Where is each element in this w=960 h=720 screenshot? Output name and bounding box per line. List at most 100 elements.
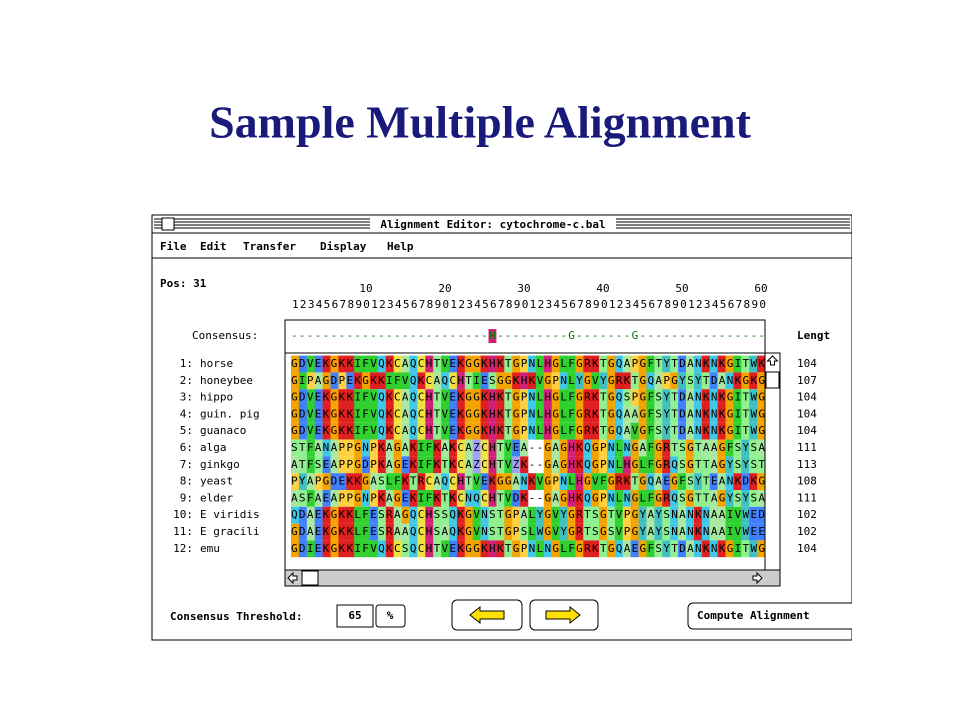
vertical-scrollbar[interactable] <box>764 352 781 571</box>
residue-color <box>409 372 418 390</box>
residue-color <box>701 439 710 457</box>
residue-color <box>322 406 331 423</box>
residue-color <box>377 406 387 423</box>
residue-color <box>622 523 631 541</box>
residue-color <box>567 456 576 474</box>
horizontal-scrollbar[interactable] <box>284 569 781 587</box>
close-box[interactable] <box>161 217 175 231</box>
threshold-field[interactable] <box>336 604 374 628</box>
residue-color <box>559 540 568 558</box>
residue-color <box>346 456 355 474</box>
residue-color <box>346 372 355 390</box>
residue-color <box>322 439 331 457</box>
residue-color <box>583 523 592 541</box>
residue-color <box>591 355 600 373</box>
residue-color <box>528 523 537 541</box>
residue-color <box>535 389 545 406</box>
residue-color <box>725 422 734 440</box>
residue-color <box>670 473 679 490</box>
menu-item[interactable]: File <box>160 240 187 253</box>
residue-color <box>480 523 489 541</box>
residue-color <box>678 523 687 541</box>
residue-color <box>354 473 363 490</box>
residue-color <box>559 372 568 390</box>
menu-item[interactable]: Edit <box>200 240 227 253</box>
residue-color <box>456 439 466 457</box>
residue-color <box>607 389 616 406</box>
residue-color <box>346 540 355 558</box>
residue-color <box>291 473 300 490</box>
residue-color <box>528 506 537 524</box>
residue-color <box>551 456 560 474</box>
residue-color <box>291 490 300 507</box>
residue-color <box>607 473 616 490</box>
menu-item[interactable]: Transfer <box>243 240 296 253</box>
residue-color <box>678 490 687 507</box>
residue-color <box>654 456 663 474</box>
left-arrow-button[interactable] <box>451 599 523 631</box>
residue-color <box>385 506 394 524</box>
residue-color <box>591 456 600 474</box>
residue-color <box>291 523 300 541</box>
residue-color <box>322 355 331 373</box>
residue-color <box>520 372 529 390</box>
residue-color <box>591 473 600 490</box>
residue-color <box>385 523 394 541</box>
residue-color <box>354 506 363 524</box>
residue-color <box>385 372 394 390</box>
residue-color <box>575 523 584 541</box>
residue-color <box>449 355 458 373</box>
menu-item[interactable]: Display <box>320 240 367 253</box>
residue-color <box>670 389 679 406</box>
residue-color <box>472 355 481 373</box>
residue-color <box>362 506 371 524</box>
residue-color <box>385 490 394 507</box>
sequence-name: E viridis <box>200 508 260 521</box>
residue-color <box>449 372 458 390</box>
residue-color <box>622 506 631 524</box>
residue-color <box>472 506 481 524</box>
residue-color <box>733 372 742 390</box>
residue-color <box>646 540 655 558</box>
residue-color <box>464 355 473 373</box>
residue-color <box>306 473 315 490</box>
residue-color <box>385 456 394 474</box>
residue-color <box>551 473 560 490</box>
residue-color <box>385 389 394 406</box>
right-arrow-button[interactable] <box>529 599 599 631</box>
residue-color <box>322 506 331 524</box>
residue-color <box>528 422 537 440</box>
residue-color <box>646 473 655 490</box>
residue-color <box>575 473 584 490</box>
residue-color <box>496 506 505 524</box>
residue-color <box>393 490 402 507</box>
residue-color <box>520 456 529 474</box>
residue-color <box>322 540 331 558</box>
sequence-name: elder <box>200 491 233 504</box>
residue-color <box>757 490 766 507</box>
residue-color <box>393 372 402 390</box>
residue-color <box>520 439 529 457</box>
residue-color <box>638 406 647 423</box>
residue-color <box>338 372 347 390</box>
residue-color <box>409 456 418 474</box>
residue-color <box>370 490 379 507</box>
residue-color <box>449 439 458 457</box>
consensus-sequence: -------------------------H---------G----… <box>291 329 765 342</box>
residue-color <box>314 389 323 406</box>
unit-button[interactable] <box>375 604 406 628</box>
residue-color <box>449 540 458 558</box>
residue-color <box>298 506 308 524</box>
residue-color <box>693 439 703 457</box>
residue-color <box>488 456 497 474</box>
residue-color <box>504 422 513 440</box>
residue-color <box>393 523 402 541</box>
residue-color <box>559 439 568 457</box>
residue-color <box>559 523 568 541</box>
residue-color <box>686 355 695 373</box>
residue-color <box>559 456 568 474</box>
residue-color <box>535 523 545 541</box>
menu-item[interactable]: Help <box>387 240 414 253</box>
residue-color <box>686 406 695 423</box>
residue-color <box>314 473 323 490</box>
